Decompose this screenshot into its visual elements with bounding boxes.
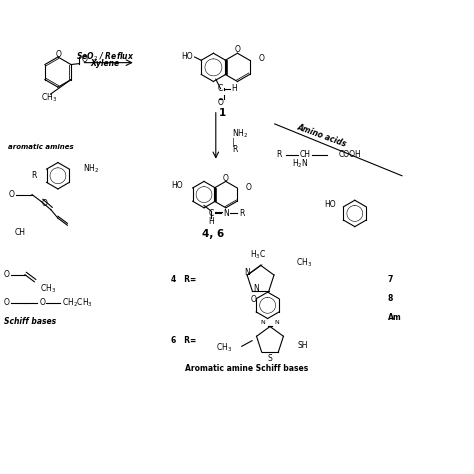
Text: H: H (231, 84, 237, 93)
Text: R: R (32, 171, 37, 180)
Text: NH$_2$: NH$_2$ (232, 127, 248, 139)
Text: O: O (82, 55, 88, 64)
Text: H: H (208, 218, 214, 227)
Text: CH$_3$: CH$_3$ (40, 283, 56, 295)
Text: N: N (274, 320, 280, 325)
Text: 4, 6: 4, 6 (202, 228, 225, 239)
Text: CH$_3$: CH$_3$ (41, 91, 57, 104)
Text: COOH: COOH (338, 150, 361, 159)
Text: C: C (218, 84, 223, 93)
Text: N: N (261, 320, 265, 325)
Text: 1: 1 (219, 108, 227, 118)
Text: HO: HO (324, 200, 336, 209)
Text: N: N (223, 209, 229, 218)
Text: 4   R=: 4 R= (171, 275, 196, 284)
Text: HO: HO (182, 53, 193, 62)
Text: aromatic amines: aromatic amines (9, 145, 74, 150)
Text: O: O (223, 173, 229, 182)
Text: O: O (251, 295, 256, 304)
Text: H$_2$N: H$_2$N (292, 158, 309, 170)
Text: O: O (42, 199, 48, 208)
Text: S: S (268, 354, 273, 363)
Text: O: O (218, 98, 223, 107)
Text: O: O (40, 299, 46, 308)
Text: R: R (239, 209, 245, 218)
Text: H$_3$C: H$_3$C (250, 249, 266, 261)
Text: CH$_3$: CH$_3$ (296, 256, 312, 269)
Text: 7: 7 (388, 275, 393, 284)
Text: 6   R=: 6 R= (171, 336, 196, 345)
Text: Amino acids: Amino acids (296, 123, 348, 149)
Text: CH$_2$CH$_3$: CH$_2$CH$_3$ (62, 297, 92, 309)
Text: Schiff bases: Schiff bases (4, 317, 56, 326)
Text: Am: Am (388, 313, 401, 321)
Text: SH: SH (297, 341, 308, 350)
Text: R: R (232, 146, 237, 155)
Text: |: | (232, 138, 235, 147)
Text: O: O (4, 299, 10, 308)
Text: Aromatic amine Schiff bases: Aromatic amine Schiff bases (185, 365, 309, 374)
Text: 8: 8 (388, 294, 393, 303)
Text: O: O (246, 183, 251, 192)
Text: CH: CH (300, 150, 311, 159)
Text: CH: CH (15, 228, 26, 237)
Text: CH$_3$: CH$_3$ (216, 341, 232, 354)
Text: R: R (277, 150, 282, 159)
Text: SeO$_2$ / Reflux: SeO$_2$ / Reflux (76, 51, 134, 63)
Text: NH$_2$: NH$_2$ (83, 163, 99, 175)
Text: Xylene: Xylene (91, 59, 119, 68)
Text: O: O (9, 190, 15, 199)
Text: O: O (55, 50, 61, 59)
Text: O: O (259, 55, 265, 64)
Text: C: C (209, 209, 214, 218)
Text: N: N (244, 268, 250, 277)
Text: N: N (253, 284, 259, 293)
Text: O: O (235, 45, 240, 54)
Text: O: O (4, 270, 10, 279)
Text: HO: HO (171, 181, 182, 190)
